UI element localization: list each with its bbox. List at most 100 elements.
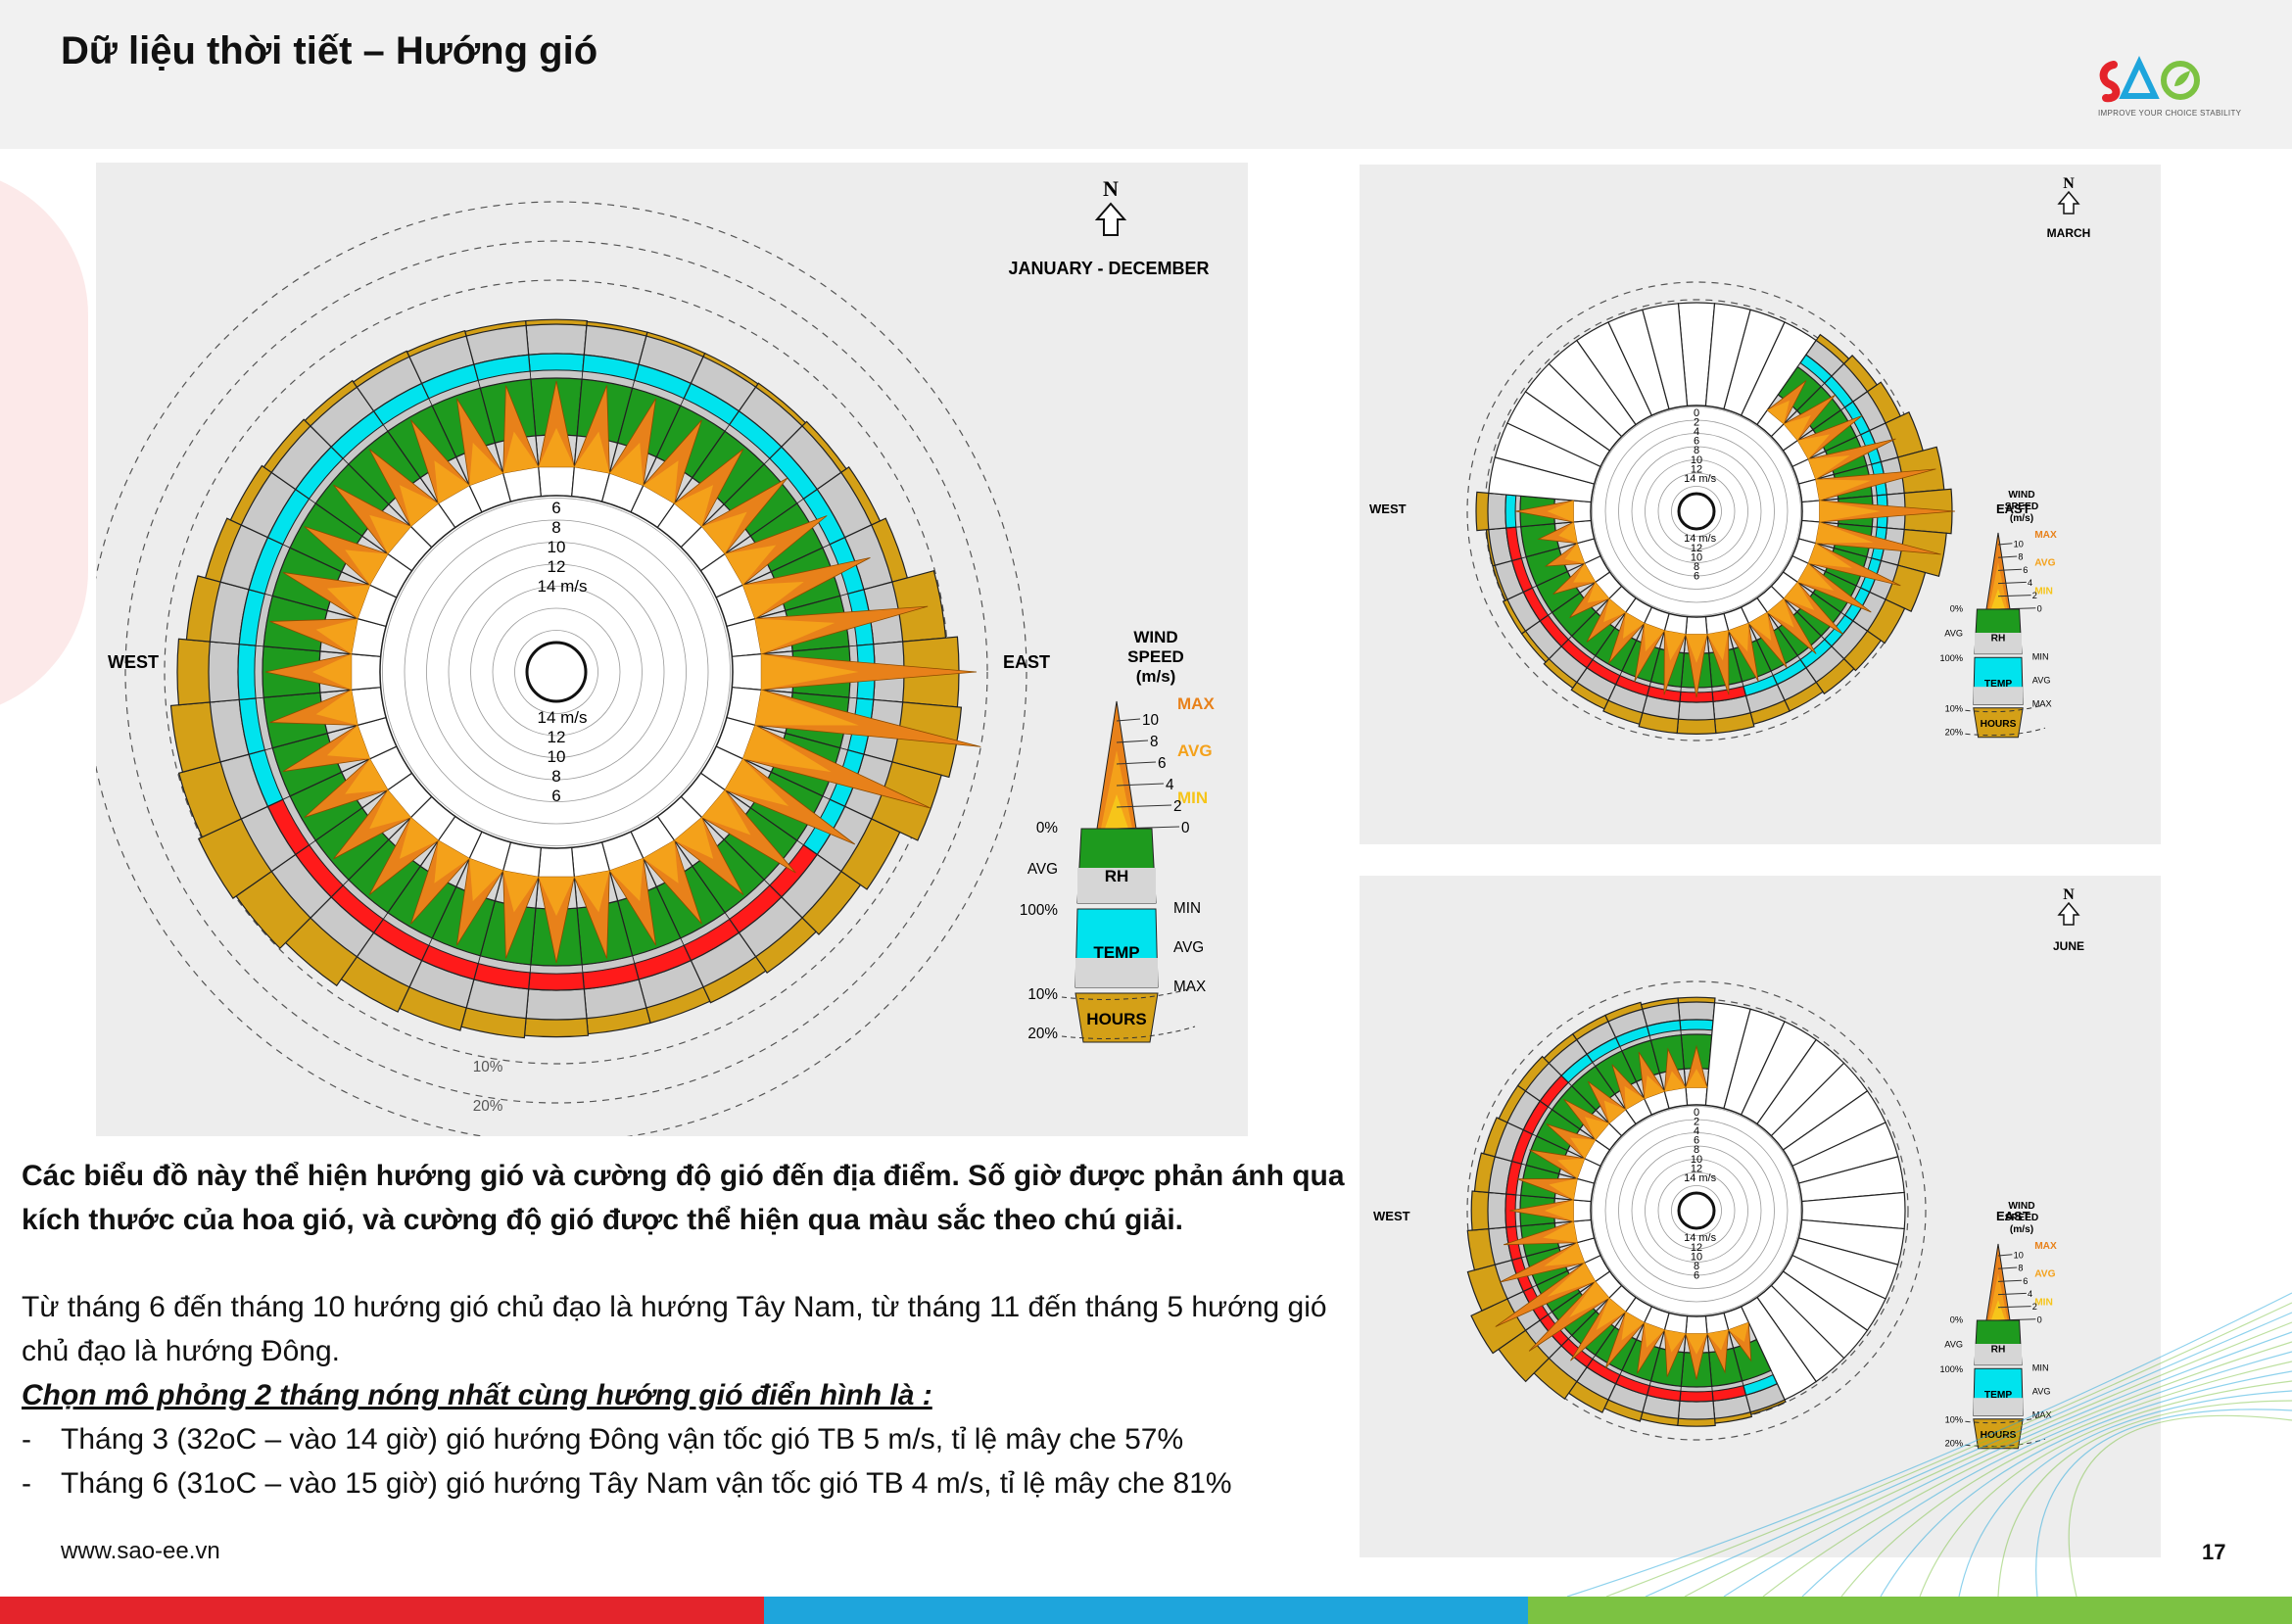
avg-speed-spike [1767, 400, 1790, 424]
hours-base-band [1487, 1191, 1507, 1230]
east-label: EAST [1996, 502, 2030, 516]
speed-tick-label: 14 m/s [1684, 533, 1717, 545]
legend-avg-speed [1988, 1273, 2008, 1320]
list-item: - Tháng 3 (32oC – vào 14 giờ) gió hướng Đ… [22, 1417, 1354, 1461]
avg-speed-spike [502, 870, 539, 913]
speed-ring [1657, 1171, 1736, 1250]
hours-base-band [525, 323, 588, 356]
legend-hours-arc [1061, 986, 1196, 1000]
speed-tick-label: 4 [1694, 426, 1699, 438]
speed-tick-label: 10 [1691, 454, 1702, 466]
center-hub [525, 641, 588, 703]
legend-speed-label: MIN [2034, 1297, 2053, 1308]
avg-speed-spike [1596, 1298, 1626, 1331]
legend-temp-tick: MIN [2032, 652, 2049, 662]
speed-inner-band [348, 652, 382, 692]
decorative-line [2068, 1414, 2292, 1597]
legend-speed-tick: 2 [1173, 798, 1182, 815]
avg-speed-spike [1543, 1220, 1578, 1243]
legend-temp-label: TEMP [1984, 679, 2013, 690]
speed-tick-label: 12 [1691, 463, 1702, 475]
legend-speed-tick: 6 [2023, 1276, 2028, 1286]
speed-tick-label: 8 [1694, 1261, 1699, 1272]
legend-temp-label: TEMP [1093, 943, 1139, 962]
avg-speed-spike [1706, 1329, 1729, 1351]
temperature-band [528, 972, 585, 991]
avg-speed-spike [1808, 543, 1852, 568]
avg-speed-spike [369, 789, 411, 830]
avg-speed-spike [502, 431, 539, 474]
avg-speed-spike [326, 725, 370, 759]
avg-speed-spike [1569, 1281, 1609, 1318]
legend-speed-tick: 4 [2028, 578, 2032, 588]
company-logo: IMPROVE YOUR CHOICE STABILITY [2098, 55, 2242, 118]
legend-speed-tick: 6 [1158, 755, 1167, 772]
speed-ring [1671, 1185, 1722, 1236]
speed-tick-label: 6 [551, 787, 560, 805]
legend-speed-tick: 8 [2018, 1264, 2023, 1273]
avg-speed-spike [1797, 434, 1831, 459]
speed-ring [1604, 1119, 1789, 1303]
avg-speed-spike [1557, 1158, 1585, 1179]
speed-inner-band [731, 652, 765, 692]
avg-speed-spike [1664, 1329, 1687, 1353]
percentage-circle [1466, 980, 1927, 1441]
avg-speed-spike [1797, 563, 1835, 591]
legend-speed-label: MAX [2034, 530, 2057, 541]
avg-speed-spike [609, 442, 644, 486]
legend-title: WIND [1133, 628, 1177, 646]
decorative-line [1801, 1351, 2292, 1597]
west-label: WEST [1369, 502, 1407, 516]
legend-speed-label: MAX [1177, 694, 1215, 713]
avg-speed-spike [1728, 623, 1749, 652]
avg-speed-spike [345, 549, 388, 586]
speed-tick-label: 8 [551, 767, 560, 786]
decorative-shape [0, 168, 88, 717]
north-label: N [2063, 175, 2075, 192]
speed-inner-band [1685, 1085, 1708, 1107]
legend-temp-tick: MIN [1173, 900, 1201, 917]
avg-speed-spike [1664, 1071, 1687, 1092]
decorative-line [1880, 1370, 2292, 1597]
avg-speed-spike [1570, 1137, 1596, 1159]
footer-bar-blue [764, 1597, 1528, 1624]
legend-speed-tick: 8 [1150, 734, 1159, 750]
legend-hours-arc [1965, 703, 2046, 713]
speed-inner-band [1571, 1199, 1593, 1222]
speed-tick-label: 0 [1694, 407, 1699, 419]
speed-ring [1618, 1132, 1775, 1289]
legend-tick-line [1997, 1254, 2013, 1257]
legend-rh-tick: AVG [1944, 629, 1963, 639]
legend-rh-tick: AVG [1944, 1340, 1963, 1350]
avg-speed-spike [674, 485, 714, 527]
avg-speed-spike [1573, 563, 1596, 583]
legend-tick-line [1997, 1292, 2027, 1296]
decorative-line [2035, 1409, 2292, 1597]
speed-tick-label: 14 m/s [1684, 1172, 1717, 1184]
speed-inner-band [1571, 500, 1593, 523]
legend-rh-tick: 100% [1940, 1364, 1963, 1374]
legend-speed-label: MAX [2034, 1241, 2057, 1252]
speed-tick-label: 10 [548, 747, 566, 766]
avg-speed-spike [434, 840, 470, 884]
percentage-tick-label: 20% [473, 1098, 503, 1115]
legend-rh-tick: 100% [1020, 902, 1059, 919]
wind-legend: WINDSPEED(m/s)MAXAVGMIN1086420RH0%AVG100… [1020, 628, 1215, 1043]
speed-tick-label: 12 [1691, 543, 1702, 554]
website-link[interactable]: www.sao-ee.vn [61, 1538, 220, 1564]
avg-speed-spike [1706, 630, 1729, 661]
avg-speed-spike [1728, 1322, 1749, 1343]
speed-tick-label: 6 [1694, 1270, 1699, 1282]
legend-speed-tick: 4 [1166, 777, 1174, 793]
speed-tick-label: 4 [1694, 1125, 1699, 1137]
legend-speed-tick: 2 [2032, 1302, 2037, 1312]
avg-speed-spike [1815, 479, 1872, 502]
avg-speed-spike [1644, 623, 1665, 652]
legend-avg-speed [1988, 562, 2008, 609]
west-label: WEST [108, 652, 159, 672]
north-label: N [1103, 176, 1119, 201]
avg-speed-spike [742, 582, 804, 619]
